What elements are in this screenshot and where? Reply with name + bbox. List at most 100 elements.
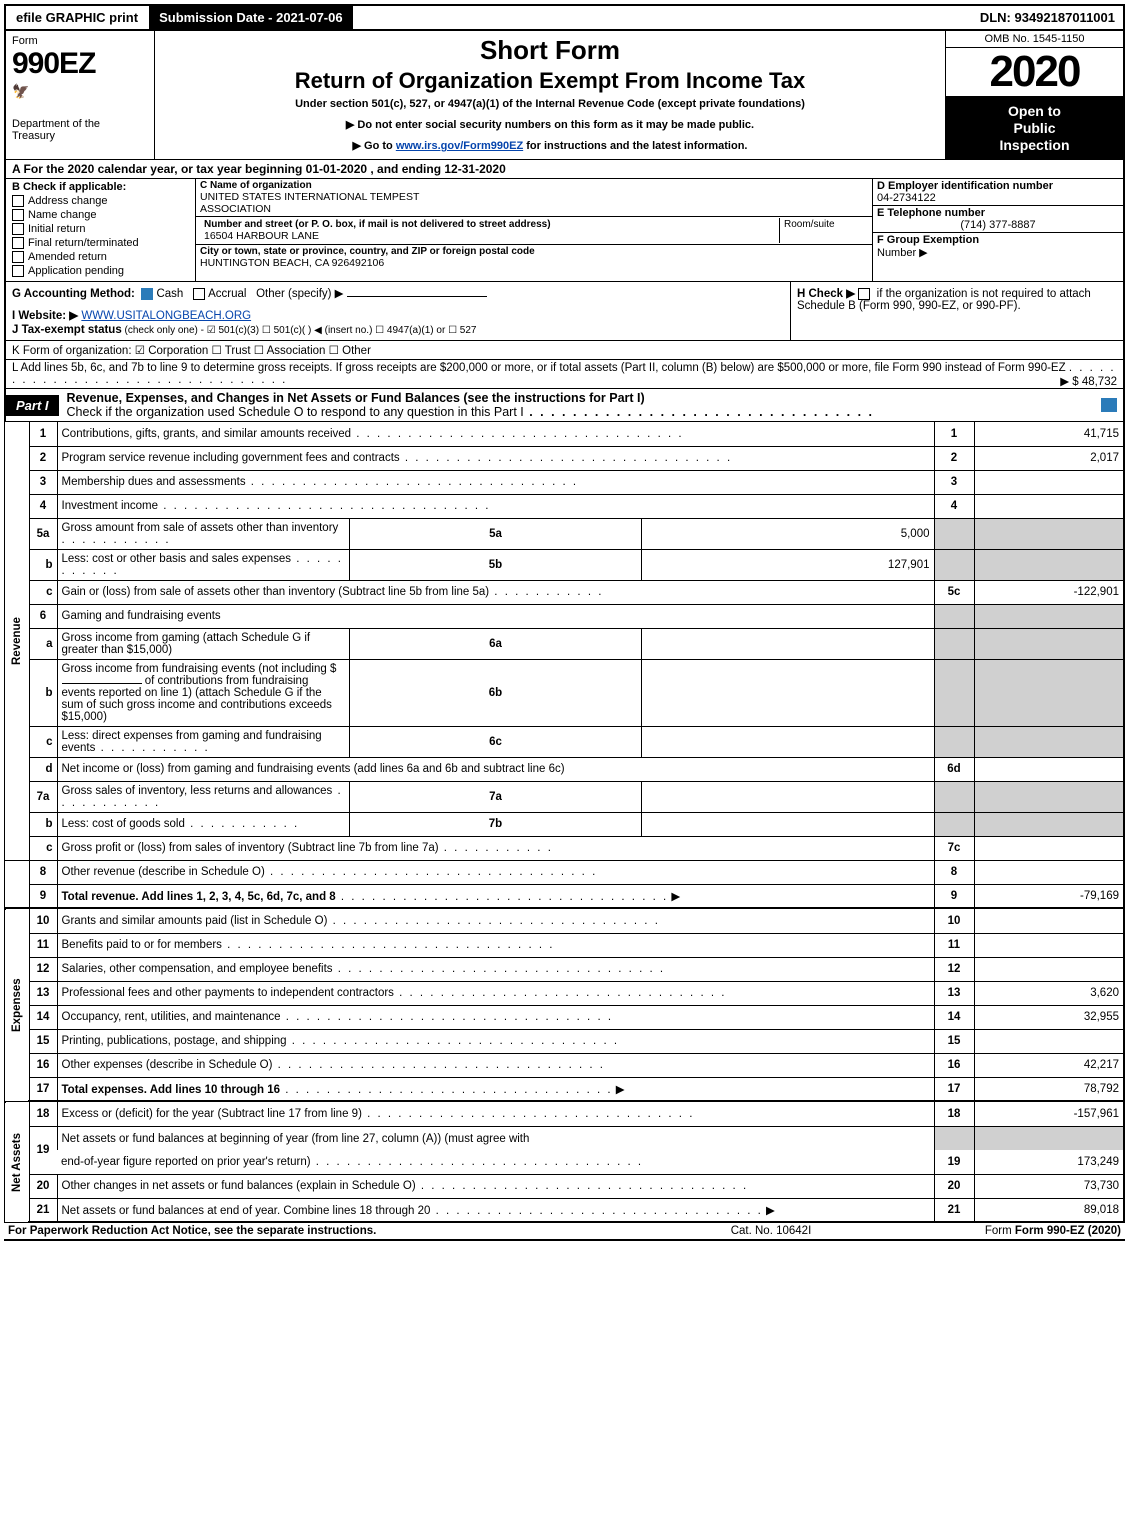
row-17: 17 Total expenses. Add lines 10 through … xyxy=(5,1077,1124,1101)
catalog-number: Cat. No. 10642I xyxy=(621,1225,921,1237)
row-7a: 7a Gross sales of inventory, less return… xyxy=(5,781,1124,812)
tel-label: E Telephone number xyxy=(877,207,1119,219)
part-i-title: Revenue, Expenses, and Changes in Net As… xyxy=(67,391,645,405)
department-line2: Treasury xyxy=(12,130,148,142)
group-exemption-label: F Group Exemption xyxy=(877,234,979,246)
part-i-bar: Part I Revenue, Expenses, and Changes in… xyxy=(4,389,1125,422)
g-label: G Accounting Method: xyxy=(12,288,135,300)
line-k: K Form of organization: ☑ Corporation ☐ … xyxy=(4,341,1125,360)
row-5b: b Less: cost or other basis and sales ex… xyxy=(5,549,1124,580)
sidebar-revenue: Revenue xyxy=(5,422,29,860)
revenue-table: Revenue 1 Contributions, gifts, grants, … xyxy=(4,422,1125,909)
part-i-tab: Part I xyxy=(6,395,59,416)
amt-14: 32,955 xyxy=(974,1005,1124,1029)
val-5b: 127,901 xyxy=(642,549,934,580)
row-10: Expenses 10 Grants and similar amounts p… xyxy=(5,909,1124,933)
amt-4 xyxy=(974,494,1124,518)
c-name-label: C Name of organization xyxy=(200,180,868,191)
row-6c: c Less: direct expenses from gaming and … xyxy=(5,726,1124,757)
row-6d: d Net income or (loss) from gaming and f… xyxy=(5,757,1124,781)
j-label: J Tax-exempt status xyxy=(12,324,122,336)
under-section: Under section 501(c), 527, or 4947(a)(1)… xyxy=(161,98,939,110)
row-3: 3 Membership dues and assessments 3 xyxy=(5,470,1124,494)
website-link[interactable]: WWW.USITALONGBEACH.ORG xyxy=(81,310,251,322)
section-def: D Employer identification number 04-2734… xyxy=(873,179,1123,281)
ein-label: D Employer identification number xyxy=(877,180,1119,192)
row-11: 11 Benefits paid to or for members 11 xyxy=(5,933,1124,957)
row-9: 9 Total revenue. Add lines 1, 2, 3, 4, 5… xyxy=(5,884,1124,908)
ein-value: 04-2734122 xyxy=(877,192,1119,204)
net-assets-table: Net Assets 18 Excess or (deficit) for th… xyxy=(4,1102,1125,1223)
row-14: 14 Occupancy, rent, utilities, and maint… xyxy=(5,1005,1124,1029)
row-7b: b Less: cost of goods sold 7b xyxy=(5,812,1124,836)
short-form-title: Short Form xyxy=(161,35,939,66)
row-6a: a Gross income from gaming (attach Sched… xyxy=(5,628,1124,659)
part-i-sub: Check if the organization used Schedule … xyxy=(67,405,524,419)
j-text: (check only one) - ☑ 501(c)(3) ☐ 501(c)(… xyxy=(122,325,477,336)
val-5a: 5,000 xyxy=(642,518,934,549)
row-4: 4 Investment income 4 xyxy=(5,494,1124,518)
amt-18: -157,961 xyxy=(974,1102,1124,1126)
page-footer: For Paperwork Reduction Act Notice, see … xyxy=(4,1223,1125,1241)
top-toolbar: efile GRAPHIC print Submission Date - 20… xyxy=(4,4,1125,31)
goto-line: ▶ Go to www.irs.gov/Form990EZ for instru… xyxy=(161,139,939,152)
irs-link[interactable]: www.irs.gov/Form990EZ xyxy=(396,140,523,152)
chk-name-change[interactable]: Name change xyxy=(12,209,189,221)
line-l: L Add lines 5b, 6c, and 7b to line 9 to … xyxy=(4,360,1125,389)
section-gij: G Accounting Method: Cash Accrual Other … xyxy=(6,282,790,340)
form-title-block: Short Form Return of Organization Exempt… xyxy=(154,31,945,160)
department-line1: Department of the xyxy=(12,118,148,130)
row-20: 20 Other changes in net assets or fund b… xyxy=(5,1174,1124,1198)
submission-date: Submission Date - 2021-07-06 xyxy=(149,6,354,29)
chk-h-schedule-b[interactable] xyxy=(858,288,870,300)
street-value: 16504 HARBOUR LANE xyxy=(204,230,775,242)
part-i-checkbox-checked[interactable] xyxy=(1101,398,1117,412)
row-5c: c Gain or (loss) from sale of assets oth… xyxy=(5,580,1124,604)
b-label: B Check if applicable: xyxy=(12,181,189,193)
chk-address-change[interactable]: Address change xyxy=(12,195,189,207)
row-7c: c Gross profit or (loss) from sales of i… xyxy=(5,836,1124,860)
room-suite-label: Room/suite xyxy=(780,218,868,243)
row-2: 2 Program service revenue including gove… xyxy=(5,446,1124,470)
sidebar-expenses: Expenses xyxy=(5,909,29,1101)
row-13: 13 Professional fees and other payments … xyxy=(5,981,1124,1005)
efile-print-button[interactable]: efile GRAPHIC print xyxy=(6,6,149,29)
paperwork-notice: For Paperwork Reduction Act Notice, see … xyxy=(8,1225,621,1237)
row-1: Revenue 1 Contributions, gifts, grants, … xyxy=(5,422,1124,446)
chk-application-pending[interactable]: Application pending xyxy=(12,265,189,277)
treasury-seal-icon: 🦅 xyxy=(12,83,148,100)
amt-20: 73,730 xyxy=(974,1174,1124,1198)
street-label: Number and street (or P. O. box, if mail… xyxy=(204,219,775,230)
group-exemption-number: Number ▶ xyxy=(877,247,928,259)
row-19a: 19 Net assets or fund balances at beginn… xyxy=(5,1126,1124,1150)
amt-2: 2,017 xyxy=(974,446,1124,470)
header-right: OMB No. 1545-1150 2020 Open to Public In… xyxy=(945,31,1125,160)
chk-initial-return[interactable]: Initial return xyxy=(12,223,189,235)
form-word: Form xyxy=(12,35,148,47)
chk-amended-return[interactable]: Amended return xyxy=(12,251,189,263)
chk-cash-checked[interactable] xyxy=(141,288,153,300)
amt-13: 3,620 xyxy=(974,981,1124,1005)
omb-number: OMB No. 1545-1150 xyxy=(946,31,1123,48)
amt-21: 89,018 xyxy=(974,1198,1124,1222)
open-public-inspection: Open to Public Inspection xyxy=(946,97,1123,159)
form-identifier: Form 990EZ 🦅 Department of the Treasury xyxy=(4,31,154,160)
org-name-2: ASSOCIATION xyxy=(200,203,868,215)
amt-17: 78,792 xyxy=(974,1077,1124,1101)
telephone-value: (714) 377-8887 xyxy=(877,219,1119,231)
chk-accrual[interactable] xyxy=(193,288,205,300)
row-6: 6 Gaming and fundraising events xyxy=(5,604,1124,628)
tax-year: 2020 xyxy=(946,48,1123,97)
row-21: 21 Net assets or fund balances at end of… xyxy=(5,1198,1124,1222)
line-a-tax-year: A For the 2020 calendar year, or tax yea… xyxy=(4,160,1125,179)
org-name-1: UNITED STATES INTERNATIONAL TEMPEST xyxy=(200,191,868,203)
section-c-org-info: C Name of organization UNITED STATES INT… xyxy=(196,179,873,281)
form-ref: Form 990-EZ (2020) xyxy=(1015,1225,1121,1237)
amt-9: -79,169 xyxy=(974,884,1124,908)
amt-19: 173,249 xyxy=(974,1150,1124,1174)
row-16: 16 Other expenses (describe in Schedule … xyxy=(5,1053,1124,1077)
amt-6d xyxy=(974,757,1124,781)
row-18: Net Assets 18 Excess or (deficit) for th… xyxy=(5,1102,1124,1126)
chk-final-return[interactable]: Final return/terminated xyxy=(12,237,189,249)
row-6b: b Gross income from fundraising events (… xyxy=(5,659,1124,726)
